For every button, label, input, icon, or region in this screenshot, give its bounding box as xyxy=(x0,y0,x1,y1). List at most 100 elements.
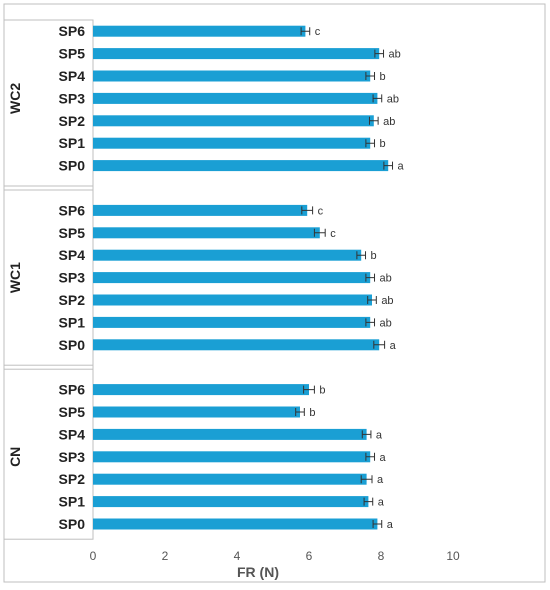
category-label: SP1 xyxy=(59,494,86,510)
category-label: SP6 xyxy=(59,382,86,398)
error-bar xyxy=(303,385,315,394)
bar-cn-sp5 xyxy=(93,406,300,418)
significance-label: b xyxy=(309,407,315,419)
bar-wc1-sp6 xyxy=(93,204,308,216)
group-box xyxy=(3,19,94,191)
category-label: SP5 xyxy=(59,404,86,420)
category-label: SP1 xyxy=(59,314,86,330)
error-bar xyxy=(383,161,394,170)
bar-wc2-sp0 xyxy=(93,160,389,172)
category-labels: SP6 SP5 SP4 SP3 SP2 SP1 SP0 SP6 SP5 SP4 SP3 SP2 SP1 S… xyxy=(59,23,86,532)
significance-label: ab xyxy=(387,93,399,105)
bar-wc1-sp3 xyxy=(93,272,371,284)
error-bar xyxy=(374,49,385,58)
error-bars xyxy=(295,27,394,528)
category-label: SP3 xyxy=(59,90,86,106)
bars xyxy=(93,25,389,530)
error-bar xyxy=(363,497,374,506)
error-bar xyxy=(367,296,377,304)
category-label: SP2 xyxy=(59,471,86,487)
category-label: SP2 xyxy=(59,113,86,129)
error-bar xyxy=(365,318,376,327)
bar-cn-sp1 xyxy=(93,496,369,508)
error-bar xyxy=(365,139,376,148)
category-label: SP5 xyxy=(59,225,86,241)
category-label: SP3 xyxy=(59,270,86,286)
category-label: SP6 xyxy=(59,202,86,218)
error-bar xyxy=(360,475,373,484)
error-bar xyxy=(372,520,383,528)
significance-label: a xyxy=(377,474,384,486)
significance-label: b xyxy=(380,71,386,83)
chart-frame xyxy=(3,3,546,583)
category-label: SP2 xyxy=(59,292,86,308)
error-bar xyxy=(365,72,376,80)
significance-label: a xyxy=(376,429,383,441)
category-label: SP1 xyxy=(59,135,86,151)
error-bar xyxy=(301,206,314,215)
category-label: SP4 xyxy=(59,426,86,442)
bar-wc1-sp2 xyxy=(93,294,372,306)
significance-label: a xyxy=(390,340,397,352)
error-bar xyxy=(313,228,326,237)
significance-label: c xyxy=(315,26,321,38)
significance-label: a xyxy=(398,161,405,173)
category-label: SP0 xyxy=(59,337,86,353)
significance-label: a xyxy=(380,452,387,464)
bar-wc2-sp4 xyxy=(93,70,371,82)
error-bar xyxy=(368,116,379,125)
significance-label: b xyxy=(371,250,377,262)
significance-label: c xyxy=(318,205,324,217)
significance-label: b xyxy=(319,385,325,397)
bar-wc1-sp4 xyxy=(93,249,362,261)
error-bar xyxy=(361,430,372,439)
significance-label: a xyxy=(378,497,385,509)
significance-label: b xyxy=(380,138,386,150)
bar-cn-sp2 xyxy=(93,473,367,485)
group-label-cn: CN xyxy=(7,447,23,467)
group-labels: WC2 WC1 CN xyxy=(7,83,23,467)
x-tick-label: 6 xyxy=(306,549,313,563)
significance-label: ab xyxy=(383,116,395,128)
error-bar xyxy=(372,94,383,103)
bar-wc2-sp2 xyxy=(93,115,374,127)
bar-cn-sp6 xyxy=(93,384,309,396)
category-label: SP4 xyxy=(59,68,86,84)
bar-cn-sp3 xyxy=(93,451,371,463)
bar-wc1-sp5 xyxy=(93,227,320,239)
significance-label: ab xyxy=(380,273,392,285)
x-tick-label: 2 xyxy=(162,549,169,563)
significance-label: ab xyxy=(381,295,393,307)
category-label: SP0 xyxy=(59,516,86,532)
bar-wc2-sp1 xyxy=(93,137,371,149)
error-bar xyxy=(365,273,376,282)
significance-label: a xyxy=(387,519,394,531)
error-bar xyxy=(356,251,367,260)
bar-cn-sp4 xyxy=(93,428,367,440)
group-label-wc2: WC2 xyxy=(7,83,23,114)
bar-wc1-sp0 xyxy=(93,339,380,351)
x-tick-label: 0 xyxy=(90,549,97,563)
category-label: SP6 xyxy=(59,23,86,39)
error-bar xyxy=(300,27,311,36)
significance-label: ab xyxy=(389,49,401,61)
error-bar xyxy=(373,340,386,349)
x-tick-label: 10 xyxy=(446,549,460,563)
x-tick-label: 8 xyxy=(378,549,385,563)
category-label: SP3 xyxy=(59,449,86,465)
error-bar xyxy=(295,408,305,416)
x-tick-label: 4 xyxy=(234,549,241,563)
bar-wc1-sp1 xyxy=(93,316,371,328)
category-label: SP5 xyxy=(59,46,86,62)
group-label-wc1: WC1 xyxy=(7,262,23,293)
x-axis-title: FR (N) xyxy=(237,564,279,580)
bar-wc2-sp6 xyxy=(93,25,306,37)
x-axis-ticks: 0 2 4 6 8 10 xyxy=(90,549,460,563)
error-bar xyxy=(365,452,376,461)
bar-wc2-sp5 xyxy=(93,48,380,60)
category-label: SP4 xyxy=(59,247,86,263)
significance-label: ab xyxy=(380,317,392,329)
category-label: SP0 xyxy=(59,158,86,174)
significance-label: c xyxy=(330,228,336,240)
